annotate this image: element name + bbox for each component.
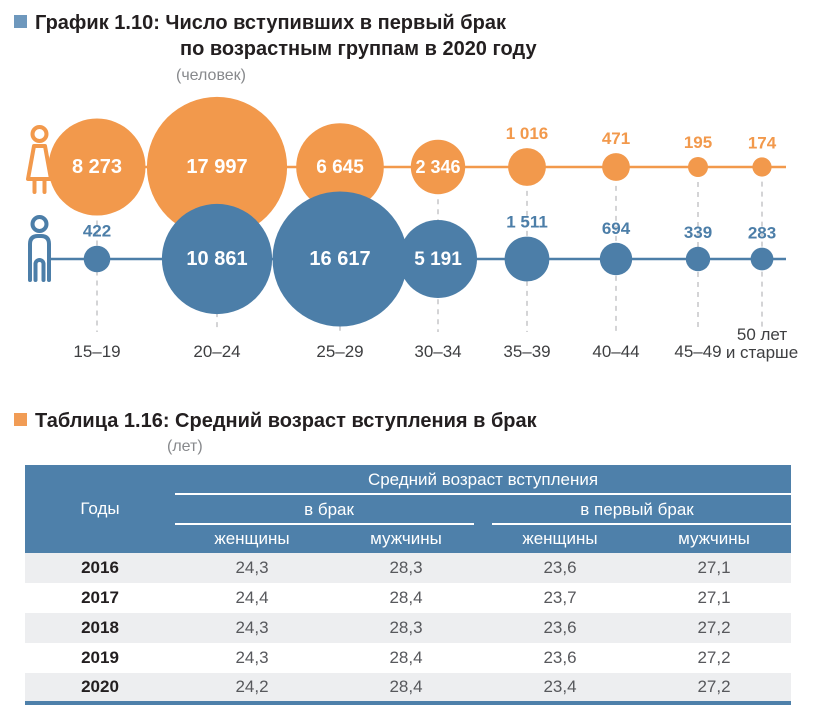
- chart-title-bullet-icon: [14, 15, 27, 28]
- axis-label-0: 15–19: [73, 342, 120, 361]
- value-cell: 27,2: [697, 618, 731, 637]
- value-cell: 28,4: [389, 588, 423, 607]
- table-header-years: Годы: [25, 465, 175, 553]
- value-cell: 23,6: [543, 558, 577, 577]
- year-cell: 2020: [81, 677, 119, 696]
- male-icon: [28, 215, 51, 282]
- bubble-male-1: [161, 203, 273, 315]
- value-cell: 23,4: [543, 677, 577, 696]
- average-age-table: Годы Средний возраст вступления в брак в…: [25, 465, 792, 705]
- year-cell: 2019: [81, 648, 119, 667]
- bubble-male-0: [83, 245, 111, 273]
- value-cell: 28,3: [389, 618, 423, 637]
- table-unit-label: (лет): [167, 438, 203, 455]
- bubble-label-male-1: 10 861: [186, 248, 247, 270]
- table-row-2017: 2017 24,4 28,4 23,7 27,1: [25, 583, 791, 613]
- bubble-label-female-7: 174: [748, 133, 777, 152]
- table-column-header-men-marriage: мужчины: [329, 525, 483, 553]
- bubble-label-male-4: 1 511: [506, 213, 548, 232]
- female-icon-head: [30, 125, 49, 143]
- value-cell: 24,3: [235, 648, 269, 667]
- table-header-group: Средний возраст вступления: [175, 465, 792, 495]
- table-column-header-women-first-marriage: женщины: [483, 525, 637, 553]
- axis-label-3: 30–34: [414, 342, 461, 361]
- table-column-header-men-first-marriage: мужчины: [637, 525, 792, 553]
- value-cell: 23,6: [543, 648, 577, 667]
- bubble-label-female-2: 6 645: [316, 157, 364, 178]
- value-cell: 28,4: [389, 677, 423, 696]
- axis-label-2: 25–29: [316, 342, 363, 361]
- table-row-2019: 2019 24,3 28,4 23,6 27,2: [25, 643, 791, 673]
- female-icon: [26, 125, 53, 194]
- table-row-2020: 2020 24,2 28,4 23,4 27,2: [25, 673, 792, 703]
- table-row-2018: 2018 24,3 28,3 23,6 27,2: [25, 613, 792, 643]
- table-title: Таблица 1.16: Средний возраст вступления…: [35, 410, 537, 432]
- table-column-header-women-marriage: женщины: [175, 525, 329, 553]
- bubble-male-6: [685, 246, 711, 272]
- bubble-label-female-3: 2 346: [415, 157, 460, 177]
- male-icon-head: [30, 215, 49, 233]
- bubble-label-female-0: 8 273: [72, 156, 122, 178]
- axis-label-5: 40–44: [592, 342, 639, 361]
- value-cell: 24,3: [235, 558, 269, 577]
- table-header-subgroup-marriage: в брак: [175, 495, 483, 525]
- bubble-label-female-1: 17 997: [186, 156, 247, 178]
- value-cell: 27,2: [697, 648, 731, 667]
- female-icon-dress: [26, 144, 53, 181]
- value-cell: 24,2: [235, 677, 269, 696]
- bubble-male-2: [272, 191, 408, 327]
- value-cell: 24,3: [235, 618, 269, 637]
- value-cell: 28,3: [389, 558, 423, 577]
- bubble-label-male-3: 5 191: [414, 249, 462, 270]
- bubble-female-1: [146, 96, 288, 238]
- bubble-label-female-5: 471: [602, 129, 630, 148]
- table-header-subgroup-first-marriage: в первый брак: [483, 495, 792, 525]
- table-title-wrap: Таблица 1.16: Средний возраст вступления…: [35, 408, 537, 456]
- bubble-female-3: [410, 139, 466, 195]
- bubble-label-male-2: 16 617: [309, 248, 370, 270]
- year-cell: 2017: [81, 588, 119, 607]
- bubble-label-female-4: 1 016: [506, 124, 549, 143]
- bubble-female-4: [508, 148, 546, 186]
- male-icon-leg-gap: [33, 258, 46, 282]
- bubble-female-2: [296, 123, 384, 211]
- value-cell: 27,1: [697, 588, 731, 607]
- bubble-female-6: [688, 157, 708, 177]
- bubble-label-female-6: 195: [684, 133, 712, 152]
- year-cell: 2018: [81, 618, 119, 637]
- table-row-2016: 2016 24,3 28,3 23,6 27,1: [25, 553, 792, 583]
- table-title-bullet-icon: [14, 413, 27, 426]
- chart-unit-label: (человек): [176, 67, 246, 84]
- chart-title-line2: по возрастным группам в 2020 году: [180, 38, 537, 60]
- bubble-label-male-5: 694: [602, 219, 631, 238]
- bubble-male-3: [399, 220, 477, 298]
- chart-title-block: График 1.10: Число вступивших в первый б…: [14, 10, 537, 85]
- table-title-block: Таблица 1.16: Средний возраст вступления…: [14, 408, 537, 456]
- bubble-label-male-7: 283: [748, 224, 776, 243]
- first-marriage-bubble-chart: 8 273 17 997 6 645 2 346 1 016 471 195 174 422 10…: [26, 96, 798, 362]
- axis-label-1: 20–24: [193, 342, 240, 361]
- bubble-male-7: [750, 247, 774, 271]
- value-cell: 27,1: [697, 558, 731, 577]
- chart-title: График 1.10: Число вступивших в первый б…: [35, 10, 537, 85]
- bubble-female-7: [752, 157, 772, 177]
- female-icon-legs: [32, 179, 47, 194]
- year-cell: 2016: [81, 558, 119, 577]
- value-cell: 24,4: [235, 588, 269, 607]
- bubble-female-0: [48, 118, 146, 216]
- value-cell: 23,7: [543, 588, 577, 607]
- bubble-male-4: [504, 236, 550, 282]
- male-icon-body: [28, 234, 51, 282]
- axis-label-4: 35–39: [503, 342, 550, 361]
- axis-label-6: 45–49: [674, 342, 721, 361]
- axis-label-7: 50 лет и старше: [726, 325, 798, 362]
- bubble-label-male-6: 339: [684, 223, 712, 242]
- bubble-male-5: [599, 242, 633, 276]
- value-cell: 28,4: [389, 648, 423, 667]
- value-cell: 23,6: [543, 618, 577, 637]
- bubble-female-5: [602, 153, 630, 181]
- value-cell: 27,2: [697, 677, 731, 696]
- bubble-label-male-0: 422: [83, 222, 111, 241]
- chart-title-line1: График 1.10: Число вступивших в первый б…: [35, 12, 506, 34]
